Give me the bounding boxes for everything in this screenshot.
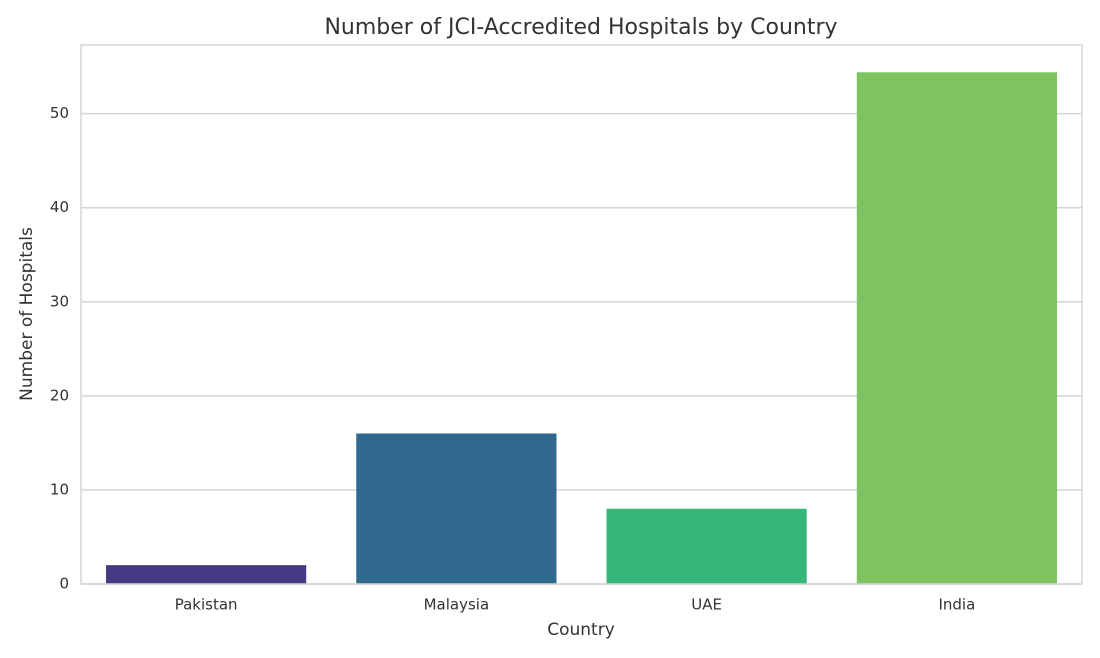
- y-tick-label: 10: [50, 480, 69, 498]
- bar: [356, 433, 557, 584]
- y-tick-label: 30: [50, 292, 69, 310]
- bar: [106, 565, 307, 584]
- y-tick-label: 50: [50, 104, 69, 122]
- x-tick-label: UAE: [691, 596, 722, 614]
- bar: [606, 508, 807, 584]
- x-axis-label: Country: [547, 620, 615, 640]
- bar: [856, 72, 1057, 584]
- x-tick-label: Malaysia: [424, 596, 490, 614]
- y-tick-label: 40: [50, 198, 69, 216]
- x-tick-label: Pakistan: [175, 596, 238, 614]
- plot-frame: [80, 44, 1083, 585]
- x-tick-label: India: [938, 596, 975, 614]
- chart-title: Number of JCI-Accredited Hospitals by Co…: [324, 15, 837, 40]
- y-axis-label: Number of Hospitals: [17, 227, 37, 401]
- y-tick-label: 0: [59, 575, 69, 593]
- y-tick-label: 20: [50, 386, 69, 404]
